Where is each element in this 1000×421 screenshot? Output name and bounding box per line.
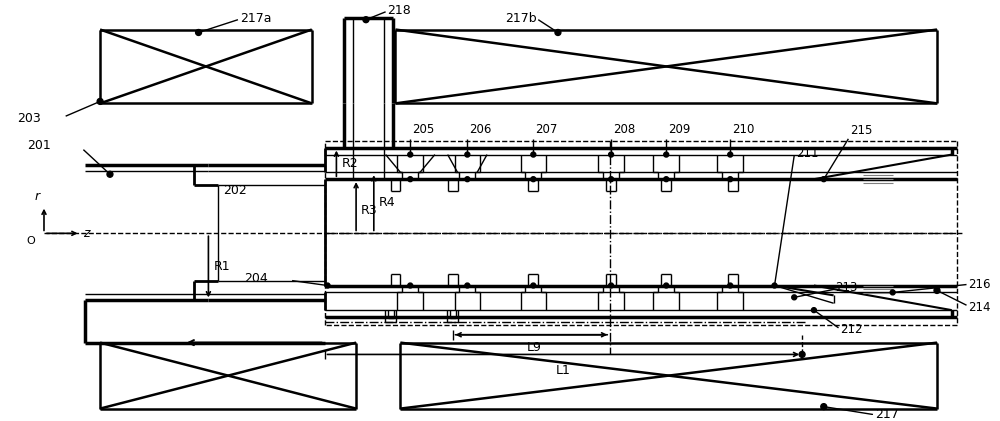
Text: 217: 217 (875, 408, 899, 421)
Circle shape (325, 283, 330, 288)
Circle shape (531, 177, 536, 181)
Circle shape (465, 152, 470, 157)
Circle shape (821, 404, 827, 410)
Circle shape (97, 99, 103, 104)
Circle shape (408, 283, 413, 288)
Text: 201: 201 (27, 139, 51, 152)
Circle shape (555, 29, 561, 35)
Circle shape (465, 177, 470, 181)
Circle shape (811, 308, 816, 313)
Text: L9: L9 (527, 341, 542, 354)
Circle shape (609, 152, 614, 157)
Circle shape (664, 152, 669, 157)
Text: 217a: 217a (240, 12, 271, 25)
Circle shape (531, 283, 536, 288)
Circle shape (890, 290, 895, 295)
Circle shape (408, 177, 413, 181)
Text: 209: 209 (668, 123, 691, 136)
Text: 205: 205 (412, 123, 434, 136)
Text: 207: 207 (535, 123, 558, 136)
Text: 215: 215 (850, 124, 873, 137)
Text: 204: 204 (244, 272, 267, 285)
Text: O: O (26, 236, 35, 246)
Circle shape (934, 288, 940, 293)
Text: 208: 208 (613, 123, 635, 136)
Text: r: r (35, 190, 40, 203)
Text: R3: R3 (361, 204, 378, 217)
Text: R4: R4 (379, 196, 395, 209)
Circle shape (728, 177, 733, 181)
Circle shape (609, 283, 614, 288)
Circle shape (107, 171, 113, 177)
Text: 202: 202 (223, 184, 247, 197)
Circle shape (408, 152, 413, 157)
Circle shape (196, 29, 202, 35)
Text: 212: 212 (840, 323, 863, 336)
Text: 217b: 217b (505, 12, 536, 25)
Circle shape (465, 283, 470, 288)
Text: 210: 210 (732, 123, 755, 136)
Circle shape (821, 177, 826, 181)
Text: R1: R1 (213, 260, 230, 273)
Text: 213: 213 (836, 281, 858, 294)
Circle shape (799, 352, 805, 357)
Circle shape (772, 283, 777, 288)
Circle shape (531, 152, 536, 157)
Circle shape (609, 177, 614, 181)
Circle shape (664, 177, 669, 181)
Text: 203: 203 (17, 112, 41, 125)
Text: 218: 218 (388, 4, 411, 17)
Text: L1: L1 (555, 364, 570, 377)
Circle shape (728, 152, 733, 157)
Text: 216: 216 (968, 278, 991, 291)
Text: 206: 206 (469, 123, 492, 136)
Text: R2: R2 (341, 157, 358, 170)
Circle shape (728, 283, 733, 288)
Text: z: z (83, 227, 90, 240)
Circle shape (792, 295, 797, 300)
Text: 214: 214 (968, 301, 991, 314)
Text: 211: 211 (796, 147, 819, 160)
Circle shape (664, 283, 669, 288)
Circle shape (363, 17, 369, 23)
